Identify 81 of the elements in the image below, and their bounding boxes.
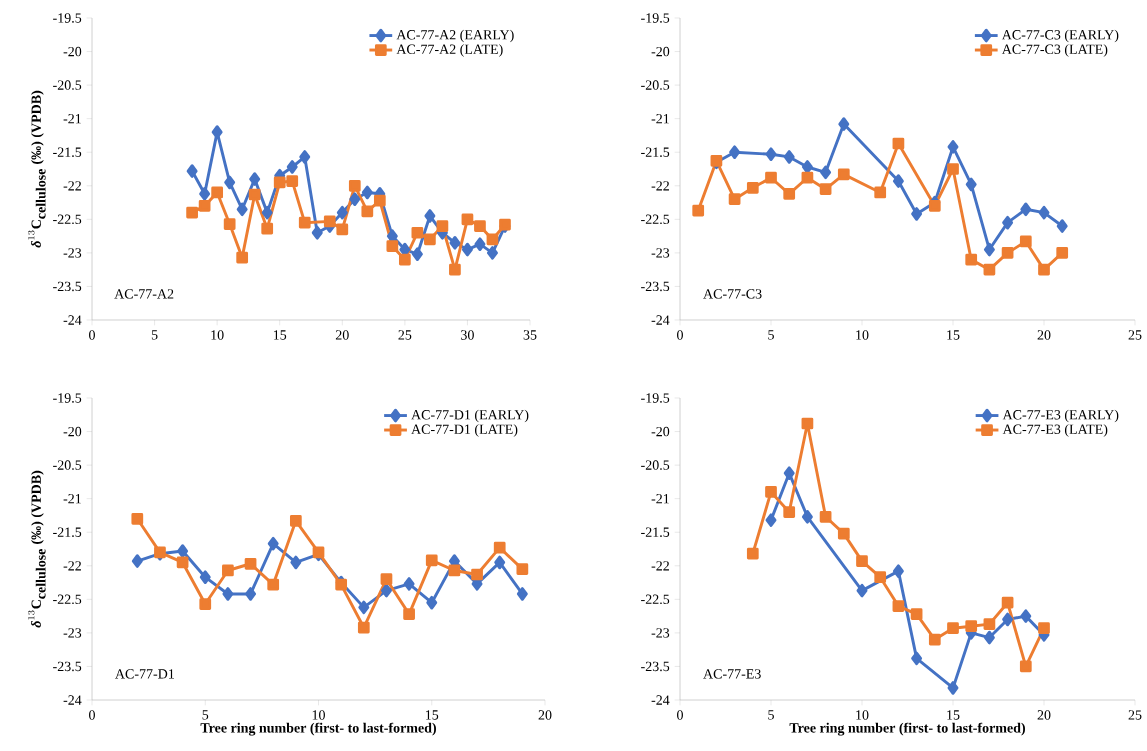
- y-tick-label: -22: [651, 181, 669, 191]
- y-tick-label: -22: [63, 181, 81, 191]
- y-tick-label: -23: [651, 248, 670, 258]
- y-axis-title: $\textit{δ}^{13}\textrm{C}_{\textrm{cellulose}}\ \textrm{(‰) (VPDB)}$: [28, 90, 46, 248]
- y-tick-label: -23: [63, 628, 82, 638]
- y-tick-label: -23.5: [641, 281, 670, 292]
- y-tick-label: -21: [63, 494, 81, 504]
- y-tick-label: -23.5: [641, 661, 670, 672]
- annotation: AC-77-D1: [115, 669, 174, 679]
- y-tick-label: -23: [63, 248, 82, 258]
- x-axis-title: Tree ring number (first- to last-formed): [789, 722, 1025, 736]
- y-tick-label: -21.5: [53, 147, 82, 157]
- x-tick-label: 0: [89, 710, 95, 720]
- y-tick-label: -20.5: [53, 460, 82, 470]
- y-tick-label: -19.5: [641, 13, 670, 23]
- y-tick-label: -21: [63, 114, 81, 124]
- x-tick-label: 15: [947, 710, 960, 720]
- x-tick-label: 25: [1128, 710, 1142, 720]
- legend-label: AC-77-D1 (EARLY): [411, 409, 529, 423]
- x-tick-label: 20: [335, 330, 349, 340]
- y-tick-label: -22.5: [641, 594, 670, 605]
- y-tick-label: -20.5: [641, 460, 670, 470]
- x-tick-label: 0: [677, 710, 683, 720]
- legend-label: AC-77-E3 (EARLY): [1002, 409, 1119, 423]
- legend-label: AC-77-E3 (LATE): [1002, 424, 1108, 437]
- y-tick-label: -24: [651, 315, 670, 325]
- y-axis-title: $\textit{δ}^{13}\textrm{C}_{\textrm{cellulose}}\ \textrm{(‰) (VPDB)}$: [28, 470, 46, 628]
- y-tick-label: -20: [651, 46, 670, 57]
- legend-label: AC-77-C3 (LATE): [1001, 44, 1108, 57]
- y-tick-label: -21.5: [641, 147, 670, 157]
- y-tick-label: -22: [63, 561, 81, 571]
- y-tick-label: -19.5: [53, 393, 82, 403]
- x-tick-label: 5: [202, 710, 209, 720]
- y-tick-label: -20.5: [641, 80, 670, 90]
- y-tick-label: -19.5: [53, 13, 82, 23]
- x-tick-label: 35: [523, 330, 537, 340]
- y-tick-label: -22: [651, 561, 669, 571]
- y-tick-label: -23.5: [53, 661, 82, 672]
- x-tick-label: 20: [1037, 710, 1051, 720]
- x-tick-label: 10: [211, 330, 224, 340]
- legend-label: AC-77-D1 (LATE): [411, 424, 518, 437]
- y-tick-label: -20: [63, 426, 82, 437]
- y-tick-label: -21.5: [53, 527, 82, 537]
- legend-label: AC-77-C3 (EARLY): [1001, 29, 1119, 43]
- y-tick-label: -21: [651, 494, 669, 504]
- x-tick-label: 30: [461, 330, 474, 340]
- y-tick-label: -20.5: [53, 80, 82, 90]
- y-tick-label: -23: [651, 628, 670, 638]
- annotation: AC-77-A2: [114, 289, 174, 299]
- y-tick-label: -20: [63, 46, 82, 57]
- y-tick-label: -19.5: [641, 393, 670, 403]
- legend-label: AC-77-A2 (LATE): [396, 44, 503, 57]
- y-tick-label: -23.5: [53, 281, 82, 292]
- y-tick-label: -24: [63, 315, 82, 325]
- x-tick-label: 0: [89, 330, 95, 340]
- x-tick-label: 0: [677, 330, 683, 340]
- x-tick-label: 25: [398, 330, 412, 340]
- x-tick-label: 5: [768, 710, 774, 720]
- x-tick-label: 25: [1128, 330, 1142, 340]
- x-tick-label: 5: [768, 330, 774, 340]
- annotation: AC-77-E3: [703, 669, 761, 679]
- x-tick-label: 20: [1037, 330, 1051, 340]
- y-tick-label: -24: [63, 695, 82, 705]
- x-tick-label: 20: [538, 710, 552, 720]
- y-tick-label: -24: [651, 695, 670, 705]
- x-tick-label: 15: [273, 330, 287, 340]
- x-tick-label: 10: [856, 330, 869, 340]
- x-tick-label: 5: [151, 330, 158, 340]
- y-tick-label: -22.5: [641, 214, 670, 225]
- x-tick-label: 10: [312, 710, 325, 720]
- y-tick-label: -20: [651, 426, 670, 437]
- y-tick-label: -22.5: [53, 594, 82, 605]
- x-tick-label: 15: [947, 330, 960, 340]
- x-tick-label: 15: [425, 710, 439, 720]
- annotation: AC-77-C3: [703, 289, 762, 299]
- x-axis-title: Tree ring number (first- to last-formed): [200, 722, 436, 736]
- y-tick-label: -21: [651, 114, 669, 124]
- y-tick-label: -21.5: [641, 527, 670, 537]
- x-tick-label: 10: [856, 710, 869, 720]
- y-tick-label: -22.5: [53, 214, 82, 225]
- legend-label: AC-77-A2 (EARLY): [396, 29, 514, 43]
